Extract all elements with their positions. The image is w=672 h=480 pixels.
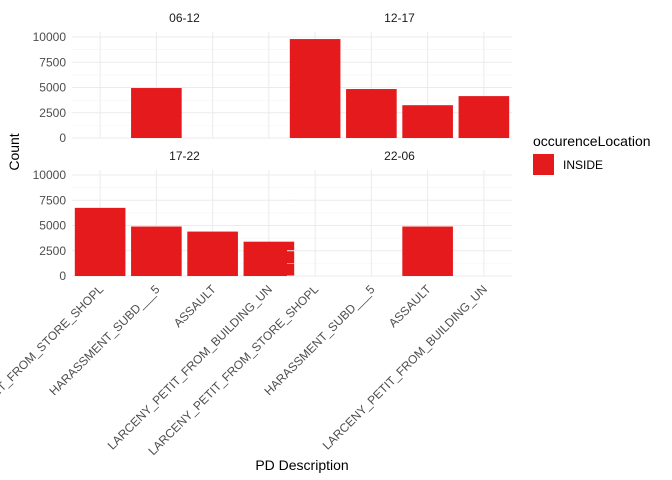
y-tick-label: 10000 (33, 30, 67, 44)
facet-panels: 06-12 12-17 17-22 22-06 (72, 11, 512, 277)
y-axes: 0 2500 5000 7500 10000 0 2500 5000 7500 10000 (33, 30, 67, 283)
x-tick-label: ASSAULT (386, 282, 434, 330)
x-axis-title: PD Description (255, 457, 348, 473)
legend: occurenceLocation INSIDE (533, 133, 651, 175)
bar (131, 88, 182, 138)
facet-strip-label: 06-12 (169, 11, 200, 25)
facet-panel: 06-12 (72, 11, 297, 139)
y-tick-label: 7500 (39, 193, 66, 207)
bar (458, 96, 510, 138)
bar (289, 39, 341, 138)
x-tick-label: ASSAULT (171, 282, 219, 330)
facet-strip-label: 22-06 (384, 149, 415, 163)
y-tick-label: 2500 (39, 244, 66, 258)
bar (187, 231, 238, 276)
x-axes: LARCENY_PETIT_FROM_STORE_SHOPLHARASSMENT… (0, 282, 490, 458)
y-tick-label: 10000 (33, 168, 67, 182)
bar (402, 226, 453, 276)
y-tick-label: 7500 (39, 55, 66, 69)
facet-panel: 22-06 (287, 149, 512, 277)
legend-key-inside (533, 154, 554, 175)
legend-label-inside: INSIDE (563, 158, 603, 172)
y-tick-label: 5000 (39, 219, 66, 233)
bar (402, 105, 453, 138)
facet-strip-label: 17-22 (169, 149, 200, 163)
y-tick-label: 0 (59, 131, 66, 145)
legend-title: occurenceLocation (533, 133, 651, 149)
bar (131, 226, 182, 276)
facet-panel: 12-17 (287, 11, 512, 139)
y-tick-label: 5000 (39, 81, 66, 95)
facet-strip-label: 12-17 (384, 11, 415, 25)
x-tick-label: LARCENY_PETIT_FROM_STORE_SHOPL (0, 282, 106, 458)
y-tick-label: 2500 (39, 106, 66, 120)
bar (243, 241, 295, 276)
y-tick-label: 0 (59, 269, 66, 283)
x-tick-label: HARASSMENT_SUBD___5 (261, 282, 377, 398)
x-tick-label: HARASSMENT_SUBD___5 (46, 282, 162, 398)
bar (346, 89, 397, 138)
facet-panel: 17-22 (72, 149, 297, 277)
bar (74, 207, 126, 276)
y-axis-title: Count (6, 133, 22, 170)
